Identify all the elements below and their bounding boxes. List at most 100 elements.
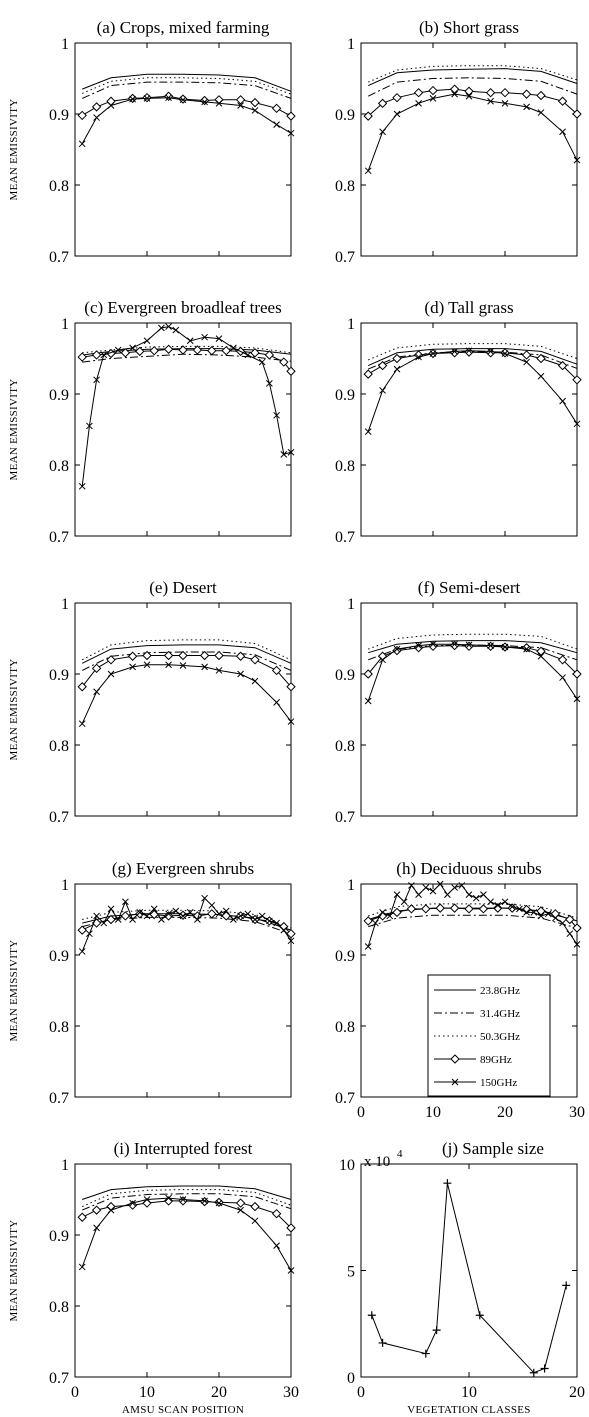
series-line [368,640,578,654]
panel-e: (e) Desert 0.7 0.8 0.9 1 MEAN EMISSIVITY [8,578,296,826]
data-point [178,650,188,661]
legend-label: 50.3GHz [480,1031,520,1043]
x-tick-label: 0 [357,1104,365,1121]
y-tick-label: 0.8 [335,178,355,195]
data-point [287,937,295,945]
panel-g: (g) Evergreen shrubs 0.7 0.8 0.9 1 MEAN EMISS… [8,859,296,1107]
data-point [163,1196,174,1206]
panel-title: (d) Tall grass [424,298,513,317]
data-point [107,905,115,913]
legend-item: 23.8GHz [434,985,520,997]
data-point [91,350,102,360]
data-point [215,99,223,107]
x-tick-label: 20 [211,1384,227,1401]
data-point [537,912,545,920]
panel-d: (d) Tall grass 0.7 0.8 0.9 1 [335,298,582,546]
data-point [163,344,174,354]
data-point [280,450,288,458]
data-point [386,912,394,920]
data-point [392,907,402,918]
y-tick-label: 0.7 [335,809,355,826]
data-point [215,667,223,674]
sample-multiplier: x 10 4 [364,1148,403,1170]
series-50.3ghz [81,1189,292,1208]
y-tick-label: 10 [339,1157,355,1174]
series-line [82,73,292,92]
panel-title: (e) Desert [149,578,217,597]
legend-item: 150GHz [434,1077,517,1089]
x-tick-label: 0 [71,1384,79,1401]
y-tick-label: 0.8 [335,458,355,475]
data-point [186,337,194,345]
data-point [143,95,151,102]
y-tick-label: 5 [347,1264,355,1281]
y-tick-label: 0.7 [335,249,355,266]
data-point [201,1197,208,1205]
y-tick-label: 0.7 [49,529,69,546]
data-point [237,912,244,920]
data-point [523,358,530,366]
data-point [557,96,568,106]
data-point [465,92,473,100]
y-axis-label: MEAN EMISSIVITY [8,379,20,481]
x-tick-label: 30 [283,1384,299,1401]
data-point [77,925,87,935]
y-axis-label: MEAN EMISSIVITY [8,99,20,201]
data-point [393,891,401,899]
series-line [81,639,292,661]
data-point [393,645,401,653]
data-point [244,910,252,918]
data-point [106,914,116,925]
data-point [487,898,494,906]
y-axis-label: MEAN EMISSIVITY [8,940,20,1042]
data-point [129,95,136,103]
data-point [465,641,473,649]
data-point [393,365,401,373]
x-tick-label: 10 [461,1384,477,1401]
data-point [429,350,437,357]
x-tick-label: 10 [139,1384,155,1401]
series-23.8ghz [368,640,578,654]
data-point [142,650,152,661]
series-line [81,913,292,935]
data-point [393,110,401,118]
panel-title: (c) Evergreen broadleaf trees [84,298,281,317]
data-point [237,670,244,678]
data-point [451,90,458,98]
series-line [367,350,578,432]
plot-frame [74,1163,292,1378]
y-tick-label: 0.9 [335,948,355,965]
data-point [475,1311,484,1320]
data-point [572,923,582,933]
data-point [421,1349,430,1358]
series-150ghz [364,347,581,435]
data-point [487,348,494,355]
data-point [142,92,152,103]
multiplier-exponent: 4 [397,1148,403,1160]
data-point [552,914,559,922]
data-point [172,326,180,334]
data-point [230,344,237,352]
data-point [179,1196,187,1203]
data-point [501,99,509,107]
panel-title: (i) Interrupted forest [114,1139,253,1158]
data-point [271,1208,282,1219]
data-point [201,663,208,671]
plot-frame [74,883,292,1098]
data-point [129,344,136,352]
data-point [163,91,174,101]
series-line [81,1197,292,1271]
series-31.4ghz [367,77,578,97]
data-point [573,940,581,948]
series-150ghz [78,1194,295,1274]
y-tick-label: 0.8 [49,178,69,195]
data-point [465,347,473,355]
data-point [127,93,138,104]
y-tick-label: 0 [347,1370,355,1387]
data-point [178,1196,188,1206]
data-point [379,128,386,136]
data-point [367,1311,376,1320]
data-point [266,917,273,925]
series-line [367,883,578,947]
y-tick-label: 0.9 [335,667,355,684]
